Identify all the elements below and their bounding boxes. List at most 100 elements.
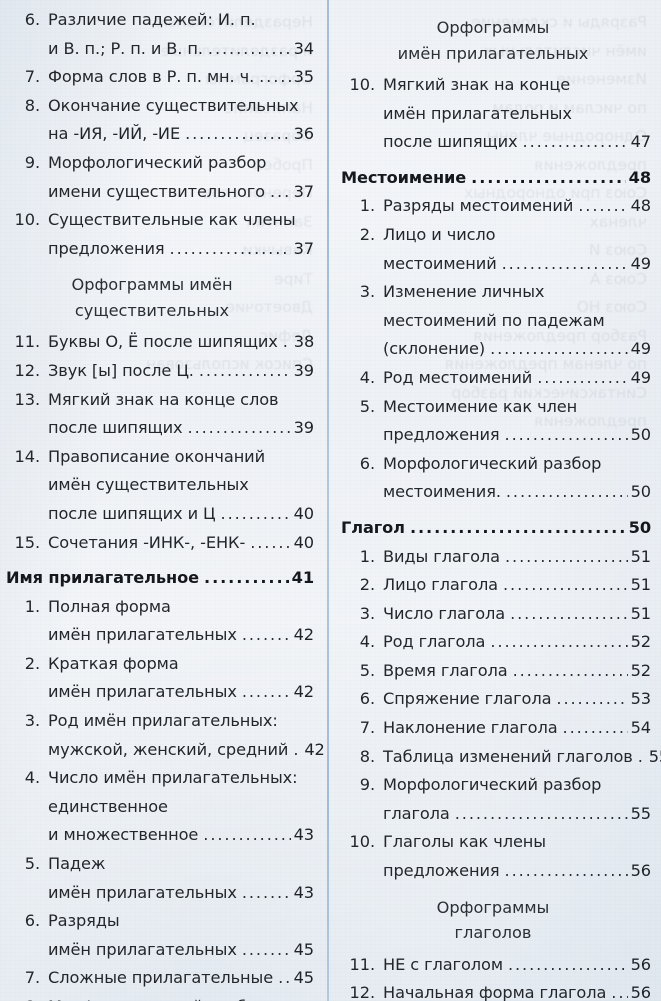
toc-entry-line: Род местоимений.........................… [383, 364, 651, 393]
toc-entry-body: Имя прилагательное......................… [6, 564, 314, 593]
toc-entry-number: 8. [359, 746, 375, 766]
toc-page-number: 51 [630, 575, 652, 595]
toc-entry[interactable]: 7. Сложные прилагательные................… [6, 964, 314, 993]
toc-entry[interactable]: 11. Буквы О, Ё после шипящих.............… [6, 328, 315, 357]
toc-entry-title: Спряжение глагола [383, 689, 552, 709]
toc-entry[interactable]: 2. Лицо глагола..........................… [341, 571, 651, 600]
toc-entry[interactable]: 6. Спряжение глагола.....................… [341, 685, 651, 714]
toc-entry[interactable]: 2. Лицо и число местоимений...............… [341, 221, 651, 278]
toc-entry-title: Краткая форма [48, 653, 179, 673]
dot-leader: ........................................… [282, 332, 291, 352]
toc-entry-title: Существительные как члены [48, 210, 296, 230]
toc-page-number: 41 [291, 568, 314, 588]
toc-section-heading[interactable]: Имя прилагательное......................… [6, 564, 314, 593]
toc-page-number: 49 [630, 367, 652, 387]
toc-entry[interactable]: 9. Морфологический разбор имени существите… [6, 149, 314, 206]
toc-entry-number: 10. [14, 210, 41, 230]
toc-entry[interactable]: 5. Падеж имён прилагательных..............… [6, 850, 314, 907]
toc-entry-line: Время глагола...........................… [383, 657, 651, 686]
toc-entry[interactable]: 6. Разряды имён прилагательных............… [6, 907, 314, 964]
dot-leader: ........................................… [611, 983, 627, 1001]
toc-entry[interactable]: 3. Число глагола.........................… [341, 600, 651, 629]
toc-entry-number: 7. [24, 67, 40, 87]
toc-entry-title: Морфологический разбор [383, 453, 602, 473]
toc-entry[interactable]: 3. Изменение личных местоимений по падежам… [341, 278, 651, 364]
toc-page-number: 43 [293, 882, 315, 902]
toc-entry-number: 7. [359, 718, 375, 738]
dot-leader: ........................................… [505, 482, 628, 502]
toc-entry[interactable]: 5. Местоимение как член предложения.......… [341, 393, 651, 450]
toc-entry[interactable]: 1. Полная форма имён прилагательных.......… [6, 593, 314, 650]
toc-entry-number: 6. [359, 689, 375, 709]
toc-entry[interactable]: 3. Род имён прилагательных: мужской, женск… [6, 707, 325, 764]
toc-entry-line: после шипящих и Ц.......................… [48, 500, 314, 529]
toc-entry-title: после шипящих [383, 132, 518, 152]
toc-entry-title: Окончание существительных [48, 95, 299, 115]
toc-entry-title: Глаголы как члены [383, 832, 546, 852]
toc-entry-body: Время глагола...........................… [383, 657, 651, 686]
toc-entry-number: 1. [359, 196, 375, 216]
toc-entry[interactable]: 4. Род местоимений.......................… [341, 364, 651, 393]
toc-entry[interactable]: 1. Разряды местоимений...................… [341, 192, 651, 221]
dot-leader: ........................................… [562, 718, 628, 738]
toc-entry-body: Окончание существительных на -ИЯ, -ИЙ, -И… [48, 92, 314, 149]
dot-leader: ........................................… [503, 575, 628, 595]
toc-page-number: 50 [628, 517, 651, 537]
toc-entry[interactable]: 10. Глаголы как члены предложения.........… [341, 828, 652, 885]
dot-leader: ........................................… [522, 132, 628, 152]
toc-entry[interactable]: 4. Род глагола...........................… [341, 628, 651, 657]
toc-entry-line: Начальная форма глагола.................… [383, 979, 651, 1001]
section-subtitle: Орфограммы глаголов [436, 897, 550, 943]
toc-section-heading[interactable]: Глагол..................................… [341, 514, 651, 543]
toc-entry-line: Имя прилагательное......................… [6, 564, 314, 593]
toc-entry-body: Виды глагола............................… [383, 543, 651, 572]
toc-entry[interactable]: 14. Правописание окончаний имён существите… [6, 443, 315, 529]
toc-entry-line: Мягкий знак на конце слов [48, 386, 314, 415]
dot-leader: ........................................… [241, 625, 291, 645]
toc-entry-line: Местоимение.............................… [341, 164, 651, 193]
toc-entry[interactable]: 8. Таблица изменений глаголов............… [341, 743, 661, 772]
toc-entry[interactable]: 8. Окончание существительных на -ИЯ, -ИЙ, … [6, 92, 314, 149]
toc-entry-title: мужской, женский, средний [48, 739, 289, 759]
toc-entry[interactable]: 4. Число имён прилагательных: единственное… [6, 764, 314, 850]
toc-entry[interactable]: 6. Различие падежей: И. п. и В. п.; Р. п. … [6, 6, 314, 63]
toc-entry[interactable]: 13. Мягкий знак на конце слов после шипящи… [6, 386, 315, 443]
toc-entry[interactable]: 5. Время глагола.........................… [341, 657, 651, 686]
toc-entry-title: Лицо и число [383, 224, 496, 244]
toc-entry-title: (склонение) [383, 339, 486, 359]
toc-entry-title: Виды глагола [383, 546, 500, 566]
dot-leader: ........................................… [250, 532, 290, 552]
toc-entry-line: Разряды местоимений.....................… [383, 192, 651, 221]
toc-entry[interactable]: 10. Мягкий знак на конце имён прилагательн… [341, 71, 652, 157]
toc-entry-number: 15. [14, 532, 41, 552]
toc-page-number: 36 [293, 124, 315, 144]
toc-entry[interactable]: 1. Виды глагола..........................… [341, 543, 651, 572]
dot-leader: ........................................… [278, 968, 291, 988]
toc-page-number: 42 [293, 682, 315, 702]
toc-entry[interactable]: 7. Форма слов в Р. п. мн. ч..............… [6, 63, 314, 92]
toc-entry-body: Мягкий знак на конце слов после шипящих..… [48, 386, 314, 443]
toc-entry-title: Имя прилагательное [6, 568, 200, 588]
toc-entry-title: Число глагола [383, 603, 506, 623]
toc-entry[interactable]: 11. НЕ с глаголом........................… [341, 951, 652, 980]
toc-entry-line: имён прилагательных.....................… [48, 879, 314, 908]
toc-entry[interactable]: 7. Наклонение глагола....................… [341, 714, 651, 743]
toc-entry-body: Сочетания -ИНК-, -ЕНК-..................… [48, 529, 314, 558]
toc-section-heading[interactable]: Местоимение.............................… [341, 164, 651, 193]
toc-entry-body: Род глагола.............................… [383, 628, 651, 657]
toc-entry[interactable]: 10. Существительные как члены предложения.… [6, 206, 315, 263]
toc-entry-line: Лицо и число [383, 221, 651, 250]
toc-entry[interactable]: 9. Морфологический разбор глагола.........… [341, 771, 651, 828]
toc-entry-title: Полная форма [48, 596, 171, 616]
toc-entry[interactable]: 2. Краткая форма имён прилагательных......… [6, 650, 314, 707]
toc-entry[interactable]: 15. Сочетания -ИНК-, -ЕНК-...............… [6, 529, 315, 558]
toc-entry-title: имени существительного [48, 181, 265, 201]
dot-leader: ........................................… [512, 660, 628, 680]
toc-entry[interactable]: 12. Начальная форма глагола..............… [341, 979, 652, 1001]
toc-entry[interactable]: 6. Морфологический разбор местоимения.....… [341, 450, 651, 507]
toc-entry[interactable]: 12. Звук [ы] после Ц.....................… [6, 357, 315, 386]
toc-entry-title: Число имён прилагательных: [48, 768, 298, 788]
toc-entry-number: 2. [359, 224, 375, 244]
toc-page-number: 42 [304, 739, 325, 759]
